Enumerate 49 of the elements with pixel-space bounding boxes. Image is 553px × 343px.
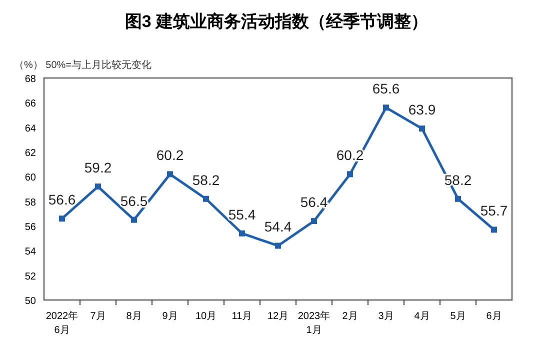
data-label: 59.2 [84, 160, 112, 176]
y-tick-label: 54 [24, 246, 36, 258]
data-label: 54.4 [264, 218, 292, 235]
data-label: 56.4 [300, 194, 328, 210]
data-label: 58.2 [192, 172, 220, 188]
y-tick-label: 52 [24, 271, 36, 282]
x-tick-label: 2月 [342, 311, 358, 322]
point [383, 104, 389, 111]
data-label: 55.4 [228, 206, 256, 222]
point [203, 196, 209, 202]
y-tick-label: 68 [24, 74, 36, 85]
x-tick-label: 5月 [450, 311, 466, 322]
point [131, 216, 137, 223]
x-tick-label: 10月 [195, 311, 217, 322]
data-label: 56.6 [48, 192, 76, 208]
x-tick-label: 8月 [126, 311, 142, 322]
y-tick-label: 62 [24, 148, 36, 159]
x-tick-label: 3月 [378, 311, 394, 322]
x-tick-label: 2022年 6月 [46, 310, 78, 336]
x-tick-label: 6月 [486, 311, 502, 322]
data-label: 65.6 [372, 80, 400, 97]
data-label: 56.5 [120, 192, 148, 209]
x-tick-label: 9月 [162, 311, 178, 322]
x-tick-label: 4月 [414, 311, 430, 322]
y-tick-label: 58 [24, 197, 36, 208]
y-tick-label: 66 [24, 98, 36, 110]
y-tick-label: 50 [24, 296, 36, 307]
point [167, 171, 173, 178]
x-tick-label: 2023年 1月 [298, 310, 330, 336]
y-tick-label: 60 [24, 172, 36, 184]
point [455, 196, 461, 202]
point [239, 230, 245, 236]
point [491, 226, 497, 233]
x-tick-label: 7月 [90, 311, 106, 322]
point [347, 171, 353, 178]
point [311, 218, 317, 224]
data-label: 63.9 [408, 102, 436, 118]
point [419, 126, 425, 132]
chart-title: 图3 建筑业商务活动指数（经季节调整） [124, 12, 428, 31]
point [95, 184, 101, 190]
x-tick-label: 11月 [232, 311, 252, 322]
point [275, 242, 281, 249]
y-tick-label: 56 [24, 222, 36, 233]
y-axis-title: （%） 50%=与上月比较无变化 [14, 59, 152, 71]
point [59, 216, 65, 222]
x-tick-label: 12月 [267, 311, 289, 322]
y-tick-label: 64 [24, 123, 36, 134]
data-label: 60.2 [156, 147, 184, 164]
data-label: 55.7 [480, 202, 508, 219]
